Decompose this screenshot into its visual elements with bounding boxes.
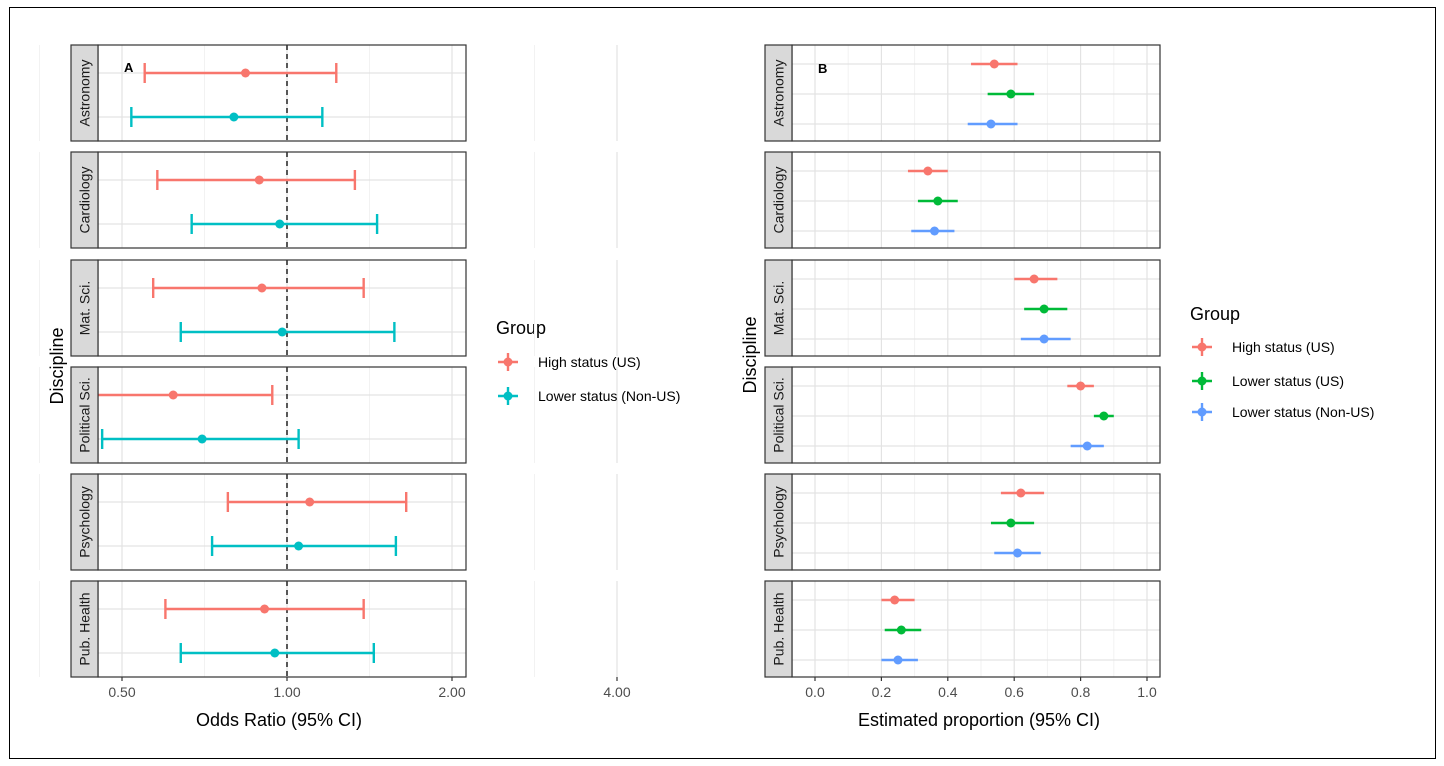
legend-label-b-lower-status-us: Lower status (US)	[1232, 373, 1344, 389]
panel-b-strip-label-cardiology: Cardiology	[771, 167, 787, 234]
legend-key-dot-a-high-status-us	[503, 357, 513, 367]
point-estimate-a-mat-sci-high-status-us	[257, 283, 267, 293]
point-estimate-a-political-sci-high-status-us	[168, 390, 178, 400]
point-estimate-a-astronomy-high-status-us	[240, 68, 250, 78]
panel-a-strip-label-psychology: Psychology	[77, 486, 93, 558]
point-estimate-b-astronomy-lower-status-us	[1006, 89, 1016, 99]
point-estimate-b-cardiology-lower-status-us	[933, 196, 943, 206]
point-estimate-b-cardiology-lower-status-non-us	[930, 226, 940, 236]
point-estimate-a-astronomy-lower-status-non-us	[229, 112, 239, 122]
point-estimate-a-cardiology-high-status-us	[254, 175, 264, 185]
point-estimate-b-mat-sci-high-status-us	[1029, 274, 1039, 284]
panel-b-strip-label-political-sci: Political Sci.	[771, 377, 787, 452]
panel-b-x-tick-label: 0.4	[938, 684, 958, 700]
panel-a-strip-astronomy	[70, 44, 99, 142]
panel-b-strip-mat-sci	[764, 259, 793, 357]
point-estimate-b-astronomy-lower-status-non-us	[986, 119, 996, 129]
panel-a-strip-label-mat-sci: Mat. Sci.	[77, 281, 93, 335]
panel-a-strip-cardiology	[70, 151, 99, 249]
panel-b-ylabel: Discipline	[740, 316, 760, 393]
panel-b-facet-bg-astronomy	[792, 45, 1160, 141]
panel-b-letter: B	[818, 61, 827, 76]
panel-b-strip-psychology	[764, 473, 793, 571]
point-estimate-a-pub-health-lower-status-non-us	[270, 648, 280, 658]
point-estimate-a-pub-health-high-status-us	[260, 604, 270, 614]
panel-a-facet-bg-astronomy	[98, 45, 466, 141]
point-estimate-b-astronomy-high-status-us	[989, 59, 999, 69]
legend-key-dot-b-lower-status-non-us	[1197, 407, 1207, 417]
point-estimate-a-political-sci-lower-status-non-us	[197, 434, 207, 444]
panel-a-facet-bg-political-sci	[98, 367, 466, 463]
point-estimate-b-cardiology-high-status-us	[923, 166, 933, 176]
panel-a-ylabel: Discipline	[47, 327, 67, 404]
point-estimate-b-mat-sci-lower-status-us	[1039, 304, 1049, 314]
panel-a-xlabel: Odds Ratio (95% CI)	[196, 710, 362, 730]
point-estimate-a-cardiology-lower-status-non-us	[275, 219, 285, 229]
legend-key-dot-b-high-status-us	[1197, 342, 1207, 352]
point-estimate-b-pub-health-lower-status-non-us	[893, 655, 903, 665]
panel-a-x-tick-label: 4.00	[603, 684, 630, 700]
panel-a-x-tick-label: 1.00	[273, 684, 300, 700]
panel-b-x-tick-label: 0.8	[1071, 684, 1091, 700]
panel-a-x-tick-label: 0.50	[108, 684, 135, 700]
point-estimate-b-psychology-lower-status-non-us	[1013, 548, 1023, 558]
point-estimate-a-psychology-high-status-us	[305, 497, 315, 507]
panel-b-strip-label-pub-health: Pub. Health	[771, 592, 787, 665]
panel-a-facet-bg-pub-health	[98, 581, 466, 677]
panel-a-strip-pub-health	[70, 580, 99, 678]
panel-b-facet-bg-cardiology	[792, 152, 1160, 248]
panel-a-letter: A	[124, 60, 134, 75]
panel-a-strip-label-cardiology: Cardiology	[77, 167, 93, 234]
legend-label-a-lower-status-non-us: Lower status (Non-US)	[538, 388, 680, 404]
panel-a-strip-label-political-sci: Political Sci.	[77, 377, 93, 452]
point-estimate-b-psychology-lower-status-us	[1006, 518, 1016, 528]
panel-b-strip-astronomy	[764, 44, 793, 142]
panel-b-facet-bg-mat-sci	[792, 260, 1160, 356]
panel-a-strip-label-astronomy: Astronomy	[77, 60, 93, 127]
panel-b-x-tick-label: 0.2	[872, 684, 892, 700]
panel-b-strip-label-mat-sci: Mat. Sci.	[771, 281, 787, 335]
panel-a-facet-bg-mat-sci	[98, 260, 466, 356]
panel-b-strip-cardiology	[764, 151, 793, 249]
point-estimate-b-political-sci-lower-status-non-us	[1082, 441, 1092, 451]
panel-b-x-tick-label: 1.0	[1137, 684, 1157, 700]
panel-b-strip-pub-health	[764, 580, 793, 678]
legend-label-b-high-status-us: High status (US)	[1232, 339, 1335, 355]
point-estimate-b-pub-health-high-status-us	[890, 595, 900, 605]
legend-label-b-lower-status-non-us: Lower status (Non-US)	[1232, 404, 1374, 420]
panel-b-x-tick-label: 0.0	[805, 684, 825, 700]
panel-a-facet-bg-cardiology	[98, 152, 466, 248]
panel-b-x-tick-label: 0.6	[1004, 684, 1024, 700]
legend-label-a-high-status-us: High status (US)	[538, 354, 641, 370]
panel-a-x-tick-label: 2.00	[438, 684, 465, 700]
legend-key-dot-a-lower-status-non-us	[503, 391, 513, 401]
figure-frame	[9, 7, 1436, 759]
panel-b-legend-title: Group	[1190, 304, 1240, 324]
panel-b-strip-label-psychology: Psychology	[771, 486, 787, 558]
panel-b-facet-bg-pub-health	[792, 581, 1160, 677]
panel-b-facet-bg-psychology	[792, 474, 1160, 570]
panel-b-xlabel: Estimated proportion (95% CI)	[858, 710, 1100, 730]
panel-b-strip-label-astronomy: Astronomy	[771, 60, 787, 127]
point-estimate-b-pub-health-lower-status-us	[896, 625, 906, 635]
legend-key-dot-b-lower-status-us	[1197, 376, 1207, 386]
panel-a-strip-label-pub-health: Pub. Health	[77, 592, 93, 665]
point-estimate-b-mat-sci-lower-status-non-us	[1039, 334, 1049, 344]
panel-a-legend-title: Group	[496, 318, 546, 338]
point-estimate-b-political-sci-lower-status-us	[1099, 411, 1109, 421]
point-estimate-b-psychology-high-status-us	[1016, 488, 1026, 498]
point-estimate-b-political-sci-high-status-us	[1076, 381, 1086, 391]
point-estimate-a-mat-sci-lower-status-non-us	[277, 327, 287, 337]
panel-b-strip-political-sci	[764, 366, 793, 464]
panel-a-strip-psychology	[70, 473, 99, 571]
panel-a-strip-political-sci	[70, 366, 99, 464]
panel-a-facet-bg-psychology	[98, 474, 466, 570]
point-estimate-a-psychology-lower-status-non-us	[294, 541, 304, 551]
panel-a-strip-mat-sci	[70, 259, 99, 357]
